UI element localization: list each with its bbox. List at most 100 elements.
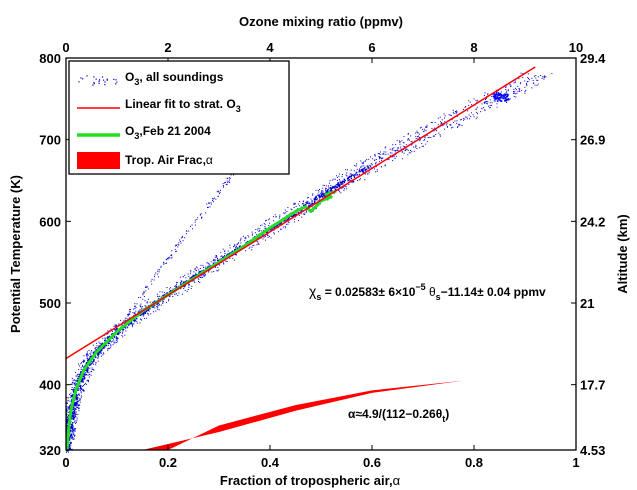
sounding-point bbox=[310, 203, 312, 206]
sounding-point bbox=[227, 182, 229, 184]
sounding-point bbox=[95, 347, 97, 349]
sounding-point bbox=[410, 144, 412, 146]
sounding-point bbox=[109, 343, 111, 345]
sounding-point bbox=[295, 206, 297, 208]
sounding-point bbox=[151, 278, 153, 280]
sounding-point bbox=[192, 274, 194, 276]
sounding-point bbox=[72, 438, 74, 440]
sounding-point bbox=[543, 77, 545, 79]
sounding-point bbox=[117, 332, 120, 334]
sounding-point bbox=[278, 217, 280, 219]
sounding-point bbox=[75, 396, 77, 398]
sounding-point bbox=[290, 215, 292, 218]
sounding-point bbox=[92, 344, 94, 346]
bottom-tick-label: 0.2 bbox=[159, 455, 177, 470]
sounding-point bbox=[337, 186, 339, 188]
sounding-point bbox=[70, 442, 72, 445]
sounding-point bbox=[410, 149, 412, 151]
sounding-point bbox=[110, 341, 112, 343]
sounding-point bbox=[381, 157, 383, 159]
sounding-point bbox=[537, 79, 539, 81]
sounding-point bbox=[528, 78, 530, 80]
sounding-point bbox=[198, 281, 200, 283]
sounding-point bbox=[495, 98, 497, 100]
sounding-point bbox=[527, 80, 529, 82]
sounding-point bbox=[195, 270, 197, 272]
sounding-point bbox=[156, 306, 158, 308]
sounding-point bbox=[315, 196, 318, 198]
sounding-point bbox=[281, 228, 283, 230]
sounding-point bbox=[377, 153, 379, 155]
sounding-point bbox=[117, 337, 119, 339]
sounding-point bbox=[171, 254, 173, 256]
sounding-point bbox=[274, 214, 276, 216]
sounding-point bbox=[90, 351, 92, 353]
sounding-point bbox=[426, 126, 428, 128]
sounding-point bbox=[294, 221, 296, 223]
sounding-point bbox=[102, 337, 104, 339]
sounding-point bbox=[72, 379, 74, 381]
sounding-point bbox=[370, 156, 372, 158]
sounding-point bbox=[260, 230, 262, 232]
legend-label-fit: Linear fit to strat. O3 bbox=[125, 97, 241, 114]
sounding-point bbox=[403, 136, 405, 138]
right-tick-label: 24.2 bbox=[580, 214, 605, 229]
sounding-point bbox=[224, 253, 226, 255]
legend-dot bbox=[98, 80, 100, 82]
sounding-point bbox=[519, 90, 521, 92]
sounding-point bbox=[78, 393, 80, 395]
sounding-point bbox=[403, 142, 405, 144]
sounding-point bbox=[71, 395, 73, 398]
sounding-point bbox=[500, 95, 503, 97]
sounding-point bbox=[198, 279, 200, 281]
sounding-point bbox=[212, 200, 214, 202]
sounding-point bbox=[248, 236, 250, 238]
sounding-point bbox=[100, 352, 102, 354]
sounding-point bbox=[473, 116, 475, 118]
legend-dot bbox=[93, 76, 95, 78]
sounding-point bbox=[215, 254, 217, 256]
sounding-point bbox=[75, 416, 77, 418]
sounding-point bbox=[319, 188, 321, 190]
sounding-point bbox=[74, 409, 76, 411]
sounding-point bbox=[158, 303, 160, 305]
sounding-point bbox=[87, 370, 89, 372]
sounding-point bbox=[210, 203, 212, 205]
sounding-point bbox=[192, 275, 195, 278]
sounding-point bbox=[131, 324, 133, 326]
sounding-point bbox=[145, 305, 147, 307]
sounding-point bbox=[113, 342, 115, 344]
sounding-point bbox=[331, 179, 333, 181]
sounding-point bbox=[394, 151, 396, 153]
sounding-point bbox=[254, 232, 256, 234]
sounding-point bbox=[83, 359, 85, 361]
sounding-point bbox=[295, 216, 297, 218]
sounding-point bbox=[83, 366, 85, 368]
sounding-point bbox=[74, 408, 77, 410]
sounding-point bbox=[431, 121, 433, 123]
sounding-point bbox=[82, 361, 84, 363]
sounding-point bbox=[182, 240, 184, 242]
sounding-point bbox=[320, 192, 322, 194]
sounding-point bbox=[544, 76, 546, 78]
sounding-point bbox=[285, 212, 287, 214]
sounding-point bbox=[72, 408, 74, 411]
sounding-point bbox=[180, 280, 182, 282]
sounding-point bbox=[158, 309, 160, 311]
sounding-point bbox=[160, 265, 162, 267]
left-tick-label: 320 bbox=[39, 443, 61, 458]
sounding-point bbox=[334, 185, 336, 187]
sounding-point bbox=[78, 376, 80, 378]
sounding-point bbox=[110, 328, 112, 330]
sounding-point bbox=[69, 406, 71, 408]
sounding-point bbox=[194, 219, 196, 221]
sounding-point bbox=[395, 155, 397, 157]
sounding-point bbox=[247, 235, 249, 237]
sounding-point bbox=[513, 82, 515, 84]
sounding-point bbox=[67, 410, 69, 412]
sounding-point bbox=[308, 206, 310, 208]
top-tick-label: 6 bbox=[368, 40, 375, 55]
sounding-point bbox=[426, 126, 428, 128]
sounding-point bbox=[477, 99, 479, 101]
trop-air-fraction-band bbox=[142, 380, 464, 450]
